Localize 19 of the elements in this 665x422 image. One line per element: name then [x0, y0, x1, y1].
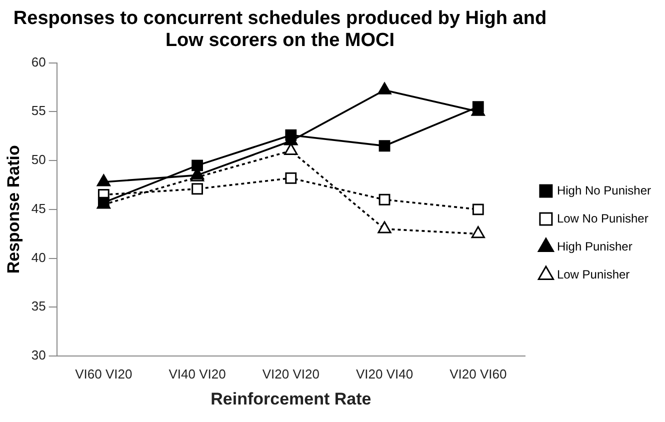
x-tick-label: VI40 VI20	[168, 366, 226, 382]
y-tick-label: 60	[31, 54, 46, 70]
x-tick-label: VI20 VI40	[356, 366, 414, 382]
x-tick-label: VI20 VI20	[262, 366, 320, 382]
legend-label: High No Punisher	[556, 183, 652, 198]
y-axis-title: Response Ratio	[4, 145, 23, 274]
y-tick-label: 40	[31, 250, 46, 265]
legend-label: High Punisher	[556, 239, 632, 254]
x-tick-label: VI60 VI20	[75, 366, 132, 382]
y-tick-label: 55	[31, 103, 46, 118]
x-axis-title: Reinforcement Rate	[210, 389, 372, 408]
chart-title: Responses to concurrent schedules produced by High and Low scorers on the MOCI	[12, 8, 548, 52]
y-tick-label: 30	[31, 348, 46, 363]
y-tick-label: 35	[31, 298, 46, 314]
y-tick-label: 50	[31, 152, 46, 168]
legend-label: Low Punisher	[556, 267, 630, 282]
legend-label: Low No Punisher	[556, 211, 648, 226]
y-tick-label: 45	[31, 200, 46, 216]
x-tick-label: VI20 VI60	[450, 366, 507, 382]
